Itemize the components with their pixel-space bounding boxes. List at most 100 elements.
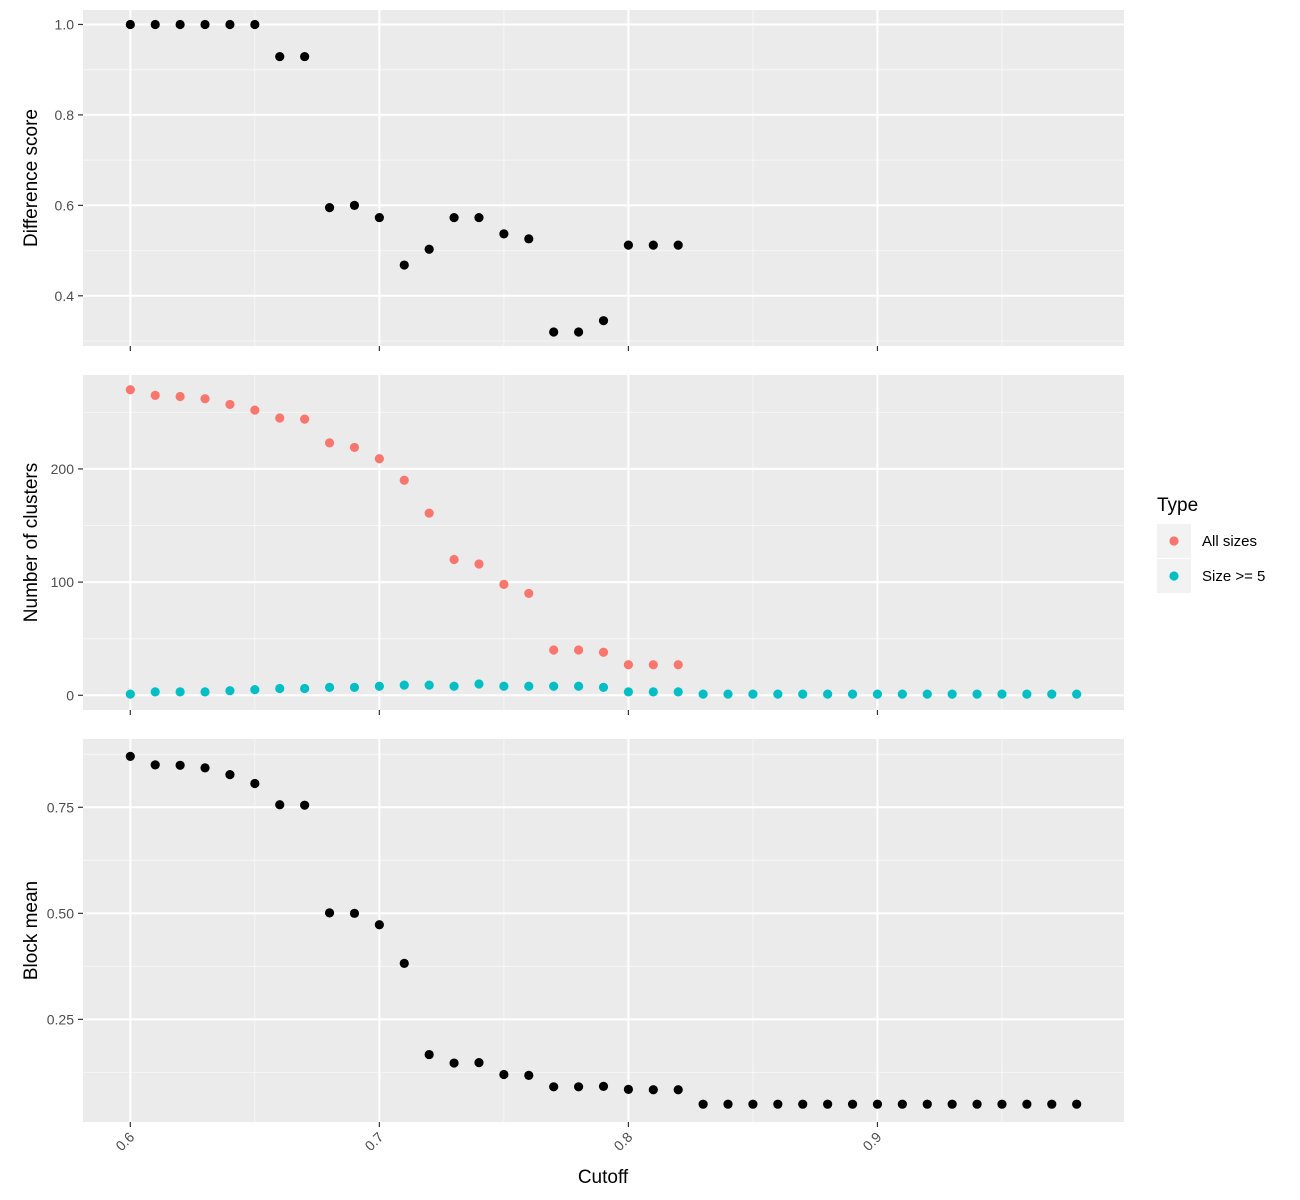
data-point (449, 554, 459, 565)
chart-panels: 0.4 0.6 0.8 1.0 Difference score 0 100 200 Numbe… (21, 10, 1124, 1127)
data-point (150, 390, 160, 400)
data-point (225, 770, 235, 780)
data-point (723, 1099, 733, 1109)
data-point (499, 681, 509, 691)
data-point (673, 687, 683, 697)
data-point (947, 689, 957, 699)
data-point (773, 689, 783, 699)
data-point (524, 681, 534, 691)
data-point (474, 212, 484, 223)
data-point (150, 760, 160, 770)
series-difference (125, 19, 683, 337)
data-point (200, 394, 210, 404)
panel-clusters: 0 100 200 Number of clusters (21, 375, 1124, 715)
data-point (748, 689, 758, 699)
data-point (399, 958, 409, 968)
y-tick-label: 0.8 (55, 107, 75, 123)
data-point (125, 19, 135, 30)
data-point (1022, 689, 1032, 699)
data-point (1047, 1099, 1057, 1109)
data-point (798, 1099, 808, 1109)
x-axis: 0.6 0.7 0.8 0.9 (112, 1129, 884, 1154)
data-point (300, 800, 310, 810)
data-point (150, 687, 160, 697)
data-point (648, 240, 658, 250)
data-point (997, 1099, 1007, 1109)
data-point (349, 442, 360, 453)
data-point (872, 1099, 883, 1109)
y-tick-label: 1.0 (55, 16, 75, 32)
legend-key-point (1169, 571, 1179, 581)
y-tick-label: 200 (51, 461, 75, 477)
y-tick-label: 100 (51, 574, 75, 590)
data-point (648, 660, 658, 670)
data-point (648, 687, 658, 697)
data-point (324, 438, 335, 448)
data-point (549, 681, 559, 691)
data-point (922, 689, 932, 699)
data-point (175, 19, 185, 30)
data-point (573, 1082, 584, 1092)
data-point (573, 645, 584, 655)
x-tick-label: 0.7 (361, 1129, 386, 1154)
data-point (399, 260, 409, 270)
data-point (598, 647, 609, 657)
data-point (175, 391, 185, 402)
y-tick-label: 0 (66, 687, 74, 703)
panel-difference: 0.4 0.6 0.8 1.0 Difference score (21, 10, 1124, 351)
data-point (623, 240, 634, 250)
data-point (698, 689, 708, 699)
data-point (623, 660, 634, 670)
data-point (549, 1082, 559, 1092)
data-point (1047, 689, 1057, 699)
x-tick-label: 0.8 (610, 1129, 635, 1154)
data-point (175, 760, 185, 770)
data-point (997, 689, 1007, 699)
data-point (1072, 689, 1082, 699)
data-point (549, 645, 559, 655)
data-point (474, 559, 484, 569)
data-point (424, 508, 434, 518)
data-point (275, 683, 285, 694)
data-point (972, 1099, 982, 1109)
data-point (449, 681, 459, 691)
data-point (698, 1099, 708, 1109)
data-point (324, 682, 335, 692)
data-point (300, 683, 310, 694)
data-point (374, 920, 384, 930)
series-size-5 (125, 679, 1082, 699)
data-point (349, 908, 360, 918)
data-point (648, 1085, 658, 1095)
data-point (499, 579, 509, 589)
data-point (573, 681, 584, 691)
panel-block: 0.25 0.50 0.75 Block mean (21, 739, 1124, 1127)
legend: Type All sizes Size >= 5 (1157, 495, 1265, 593)
data-point (474, 679, 484, 689)
legend-entry-label: Size >= 5 (1202, 568, 1265, 585)
data-point (947, 1099, 957, 1109)
series-all-sizes (125, 385, 683, 670)
data-point (524, 588, 534, 599)
data-point (200, 763, 210, 773)
data-point (349, 682, 360, 692)
data-point (598, 682, 609, 692)
data-point (250, 19, 260, 30)
data-point (250, 778, 260, 789)
data-point (623, 1084, 634, 1094)
data-point (524, 1070, 534, 1080)
data-point (275, 413, 285, 423)
data-point (748, 1099, 758, 1109)
data-point (449, 1058, 459, 1068)
y-axis-title: Number of clusters (21, 463, 42, 622)
data-point (474, 1058, 484, 1068)
data-point (250, 405, 260, 415)
data-point (499, 229, 509, 239)
y-axis-title: Block mean (21, 881, 42, 980)
data-point (324, 203, 335, 213)
data-point (623, 687, 634, 697)
legend-keys: All sizes Size >= 5 (1157, 524, 1265, 593)
data-point (225, 399, 235, 410)
data-point (175, 687, 185, 697)
panel-background (83, 375, 1124, 710)
